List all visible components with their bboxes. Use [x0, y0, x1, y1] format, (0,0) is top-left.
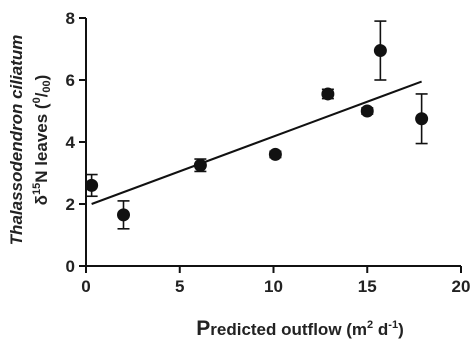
data-point-group — [360, 104, 374, 118]
data-point-group — [117, 200, 130, 230]
data-point-group — [321, 87, 335, 101]
data-point — [85, 178, 99, 192]
data-point — [117, 208, 130, 222]
x-tick-label: 20 — [452, 277, 471, 296]
y-tick-label: 8 — [66, 9, 75, 28]
data-point-group — [85, 173, 99, 198]
data-point — [193, 158, 207, 172]
y-tick-label: 0 — [66, 257, 75, 276]
trend-line — [91, 80, 422, 205]
data-point-group — [373, 20, 387, 81]
y-tick-label: 6 — [66, 71, 75, 90]
data-point — [373, 44, 387, 58]
x-tick-label: 0 — [81, 277, 90, 296]
axes: 0 5 10 15 20 0 2 4 6 8 — [66, 9, 471, 296]
y-tick-label: 4 — [66, 133, 76, 152]
y-axis-title-measure: δ15N leaves (0/00) — [31, 75, 53, 206]
data-point — [360, 104, 374, 118]
y-tick-label: 2 — [66, 195, 75, 214]
y-axis-title-species: Thalassodendron ciliatum — [7, 35, 26, 246]
data-point — [415, 112, 429, 126]
data-point — [268, 147, 282, 161]
x-tick-label: 15 — [358, 277, 377, 296]
data-point-group — [415, 93, 429, 145]
data-point-group — [193, 158, 207, 173]
x-axis-title: Predicted outflow (m2 d-1) — [196, 317, 403, 340]
plot-area — [85, 20, 429, 230]
data-point — [321, 87, 335, 101]
x-tick-label: 5 — [175, 277, 184, 296]
data-point-group — [268, 147, 282, 161]
x-tick-label: 10 — [264, 277, 283, 296]
y-axis-title: Thalassodendron ciliatum δ15N leaves (0/… — [7, 35, 53, 246]
